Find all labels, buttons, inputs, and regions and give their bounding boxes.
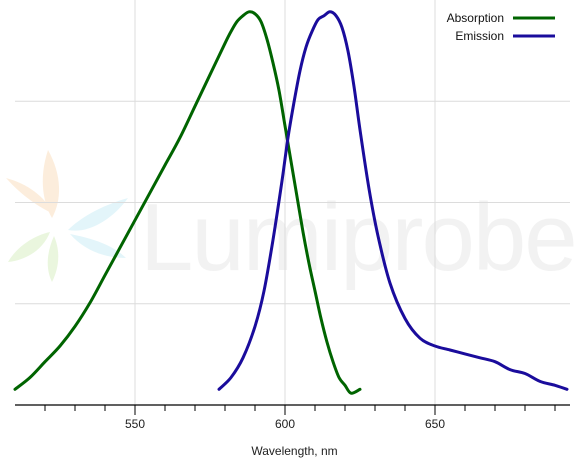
series-line-emission bbox=[217, 10, 569, 391]
grid bbox=[15, 0, 570, 405]
legend-label-absorption: Absorption bbox=[447, 11, 504, 25]
series-line-absorption bbox=[13, 10, 362, 395]
legend: Absorption Emission bbox=[447, 11, 555, 43]
x-tick-label-550: 550 bbox=[125, 417, 145, 431]
lumiprobe-logo-icon bbox=[6, 150, 128, 282]
watermark-text: Lumiprobe bbox=[140, 184, 576, 291]
x-axis-label: Wavelength, nm bbox=[251, 444, 337, 458]
legend-label-emission: Emission bbox=[455, 29, 504, 43]
x-tick-label-600: 600 bbox=[275, 417, 295, 431]
series-layer bbox=[13, 10, 569, 395]
lumiprobe-watermark: Lumiprobe bbox=[6, 150, 578, 291]
x-tick-label-650: 650 bbox=[425, 417, 445, 431]
axes: 550 600 650 bbox=[15, 404, 570, 431]
